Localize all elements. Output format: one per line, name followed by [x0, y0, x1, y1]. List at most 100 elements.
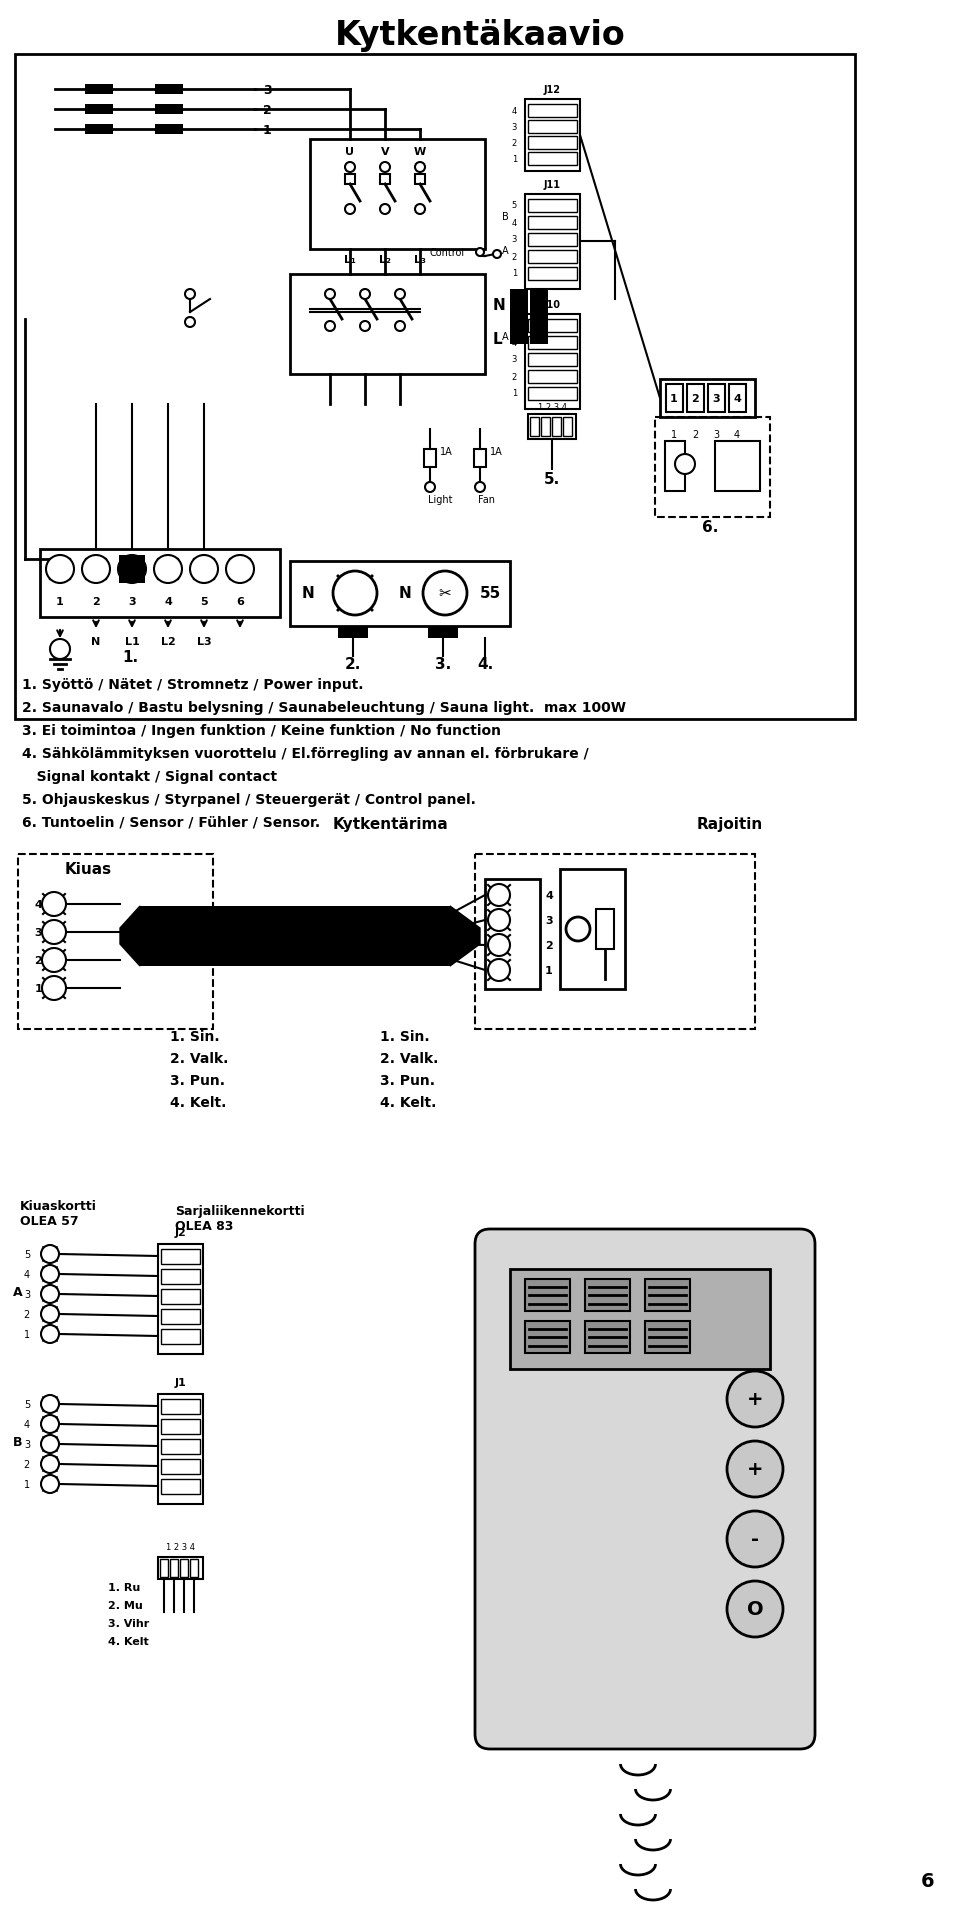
- Bar: [708, 385, 725, 413]
- Bar: [528, 200, 577, 213]
- Circle shape: [42, 920, 66, 945]
- Bar: [161, 1440, 200, 1454]
- Bar: [474, 450, 486, 469]
- Bar: [585, 1322, 630, 1353]
- Circle shape: [727, 1511, 783, 1568]
- Text: 1. Syöttö / Nätet / Stromnetz / Power input.: 1. Syöttö / Nätet / Stromnetz / Power in…: [22, 678, 364, 692]
- Bar: [345, 175, 355, 185]
- Circle shape: [41, 1434, 59, 1454]
- Bar: [528, 371, 577, 383]
- Circle shape: [476, 250, 484, 257]
- Text: 2. Saunavalo / Bastu belysning / Saunabeleuchtung / Sauna light.  max 100W: 2. Saunavalo / Bastu belysning / Saunabe…: [22, 701, 626, 714]
- Text: 2: 2: [545, 941, 553, 951]
- Text: 1A: 1A: [440, 448, 453, 457]
- Text: 3: 3: [512, 236, 517, 244]
- Bar: [161, 1269, 200, 1284]
- Circle shape: [488, 884, 510, 907]
- Circle shape: [41, 1326, 59, 1343]
- Text: 5: 5: [201, 596, 207, 606]
- Text: N: N: [493, 297, 506, 312]
- Circle shape: [345, 206, 355, 215]
- Bar: [541, 417, 550, 436]
- Text: 6: 6: [236, 596, 244, 606]
- Bar: [528, 354, 577, 368]
- Bar: [655, 417, 770, 518]
- Text: 1 2 3 4: 1 2 3 4: [538, 402, 566, 411]
- Bar: [290, 562, 510, 627]
- FancyBboxPatch shape: [475, 1229, 815, 1749]
- Bar: [161, 1459, 200, 1474]
- Text: 1: 1: [24, 1478, 30, 1490]
- Text: A: A: [502, 331, 508, 341]
- Text: 4: 4: [24, 1419, 30, 1429]
- Text: J2: J2: [174, 1227, 186, 1238]
- Text: 3. Pun.: 3. Pun.: [170, 1073, 225, 1088]
- Text: 4.: 4.: [477, 657, 493, 672]
- Circle shape: [185, 318, 195, 328]
- Bar: [560, 869, 625, 989]
- Circle shape: [41, 1246, 59, 1263]
- Text: 2. Valk.: 2. Valk.: [380, 1052, 439, 1065]
- Text: 2: 2: [692, 431, 698, 440]
- Circle shape: [118, 556, 146, 583]
- Text: W: W: [414, 147, 426, 156]
- Text: 2: 2: [35, 956, 42, 966]
- Text: 3: 3: [713, 431, 719, 440]
- Text: N: N: [301, 587, 314, 602]
- Text: L3: L3: [197, 636, 211, 646]
- Text: 1: 1: [512, 154, 517, 164]
- Text: 3. Vihr: 3. Vihr: [108, 1617, 149, 1629]
- Text: L1: L1: [125, 636, 139, 646]
- Bar: [338, 627, 368, 638]
- Text: 4: 4: [733, 394, 741, 404]
- Text: B: B: [13, 1436, 23, 1448]
- Text: 3.: 3.: [435, 657, 451, 672]
- Text: 6.: 6.: [702, 520, 718, 535]
- Bar: [585, 1280, 630, 1311]
- Circle shape: [226, 556, 254, 583]
- Text: 1. Ru: 1. Ru: [108, 1583, 140, 1593]
- Circle shape: [154, 556, 182, 583]
- Circle shape: [566, 918, 590, 941]
- Text: U: U: [346, 147, 354, 156]
- Text: 5.: 5.: [544, 472, 560, 488]
- Text: 4. Kelt.: 4. Kelt.: [170, 1095, 227, 1109]
- Circle shape: [493, 251, 501, 259]
- Bar: [290, 274, 485, 375]
- Polygon shape: [450, 907, 480, 966]
- Text: 1: 1: [56, 596, 64, 606]
- Bar: [18, 855, 213, 1029]
- Bar: [687, 385, 704, 413]
- Text: 4: 4: [512, 219, 517, 227]
- Text: J11: J11: [543, 179, 561, 190]
- Text: 3: 3: [35, 928, 42, 937]
- Circle shape: [41, 1286, 59, 1303]
- Bar: [485, 880, 540, 989]
- Circle shape: [395, 322, 405, 331]
- Text: 6: 6: [922, 1871, 935, 1890]
- Text: +: +: [747, 1459, 763, 1478]
- Text: V: V: [381, 147, 390, 156]
- Text: Fan: Fan: [478, 495, 495, 505]
- Text: 3: 3: [263, 84, 272, 97]
- Text: 3: 3: [512, 356, 517, 364]
- Bar: [155, 86, 183, 95]
- Circle shape: [727, 1442, 783, 1497]
- Bar: [158, 1394, 203, 1505]
- Circle shape: [41, 1265, 59, 1284]
- Bar: [190, 1558, 198, 1577]
- Text: 4: 4: [545, 890, 553, 901]
- Bar: [510, 290, 528, 345]
- Bar: [161, 1290, 200, 1305]
- Text: 3. Pun.: 3. Pun.: [380, 1073, 435, 1088]
- Bar: [525, 1280, 570, 1311]
- Text: 1 2 3 4: 1 2 3 4: [165, 1543, 195, 1553]
- Text: 1: 1: [35, 983, 42, 994]
- Bar: [180, 1558, 188, 1577]
- Bar: [528, 415, 576, 440]
- Text: 3: 3: [24, 1440, 30, 1450]
- Text: +: +: [747, 1391, 763, 1410]
- Bar: [161, 1250, 200, 1265]
- Bar: [530, 290, 548, 345]
- Bar: [85, 105, 113, 114]
